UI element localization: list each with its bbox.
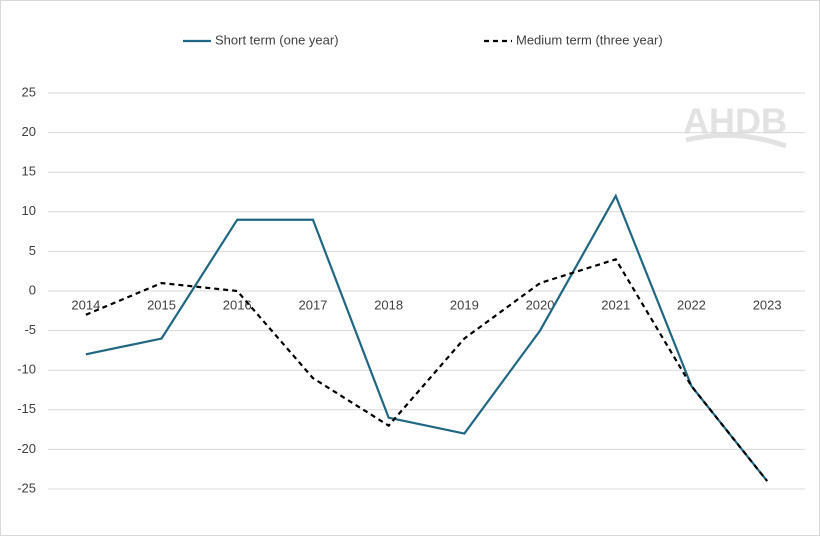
x-tick-label: 2017 <box>298 297 327 312</box>
x-tick-label: 2016 <box>223 297 252 312</box>
series-line <box>85 193 769 482</box>
y-tick-label: 10 <box>22 203 36 218</box>
x-tick-label: 2023 <box>753 297 782 312</box>
legend-label: Short term (one year) <box>215 32 339 47</box>
x-tick-label: 2020 <box>526 297 555 312</box>
y-tick-label: 25 <box>22 84 36 99</box>
series-line <box>85 258 769 482</box>
x-tick-label: 2015 <box>147 297 176 312</box>
watermark-swoosh <box>685 132 787 149</box>
y-tick-label: 20 <box>22 124 36 139</box>
y-tick-label: -5 <box>24 322 36 337</box>
y-tick-label: 0 <box>29 282 36 297</box>
y-tick-label: -15 <box>17 401 36 416</box>
y-tick-label: -10 <box>17 362 36 377</box>
x-tick-label: 2018 <box>374 297 403 312</box>
y-tick-label: -20 <box>17 441 36 456</box>
y-tick-label: -25 <box>17 480 36 495</box>
x-tick-label: 2022 <box>677 297 706 312</box>
x-tick-label: 2019 <box>450 297 479 312</box>
x-tick-label: 2014 <box>71 297 100 312</box>
y-tick-label: 5 <box>29 243 36 258</box>
y-tick-label: 15 <box>22 164 36 179</box>
x-tick-label: 2021 <box>601 297 630 312</box>
legend-label: Medium term (three year) <box>516 32 663 47</box>
